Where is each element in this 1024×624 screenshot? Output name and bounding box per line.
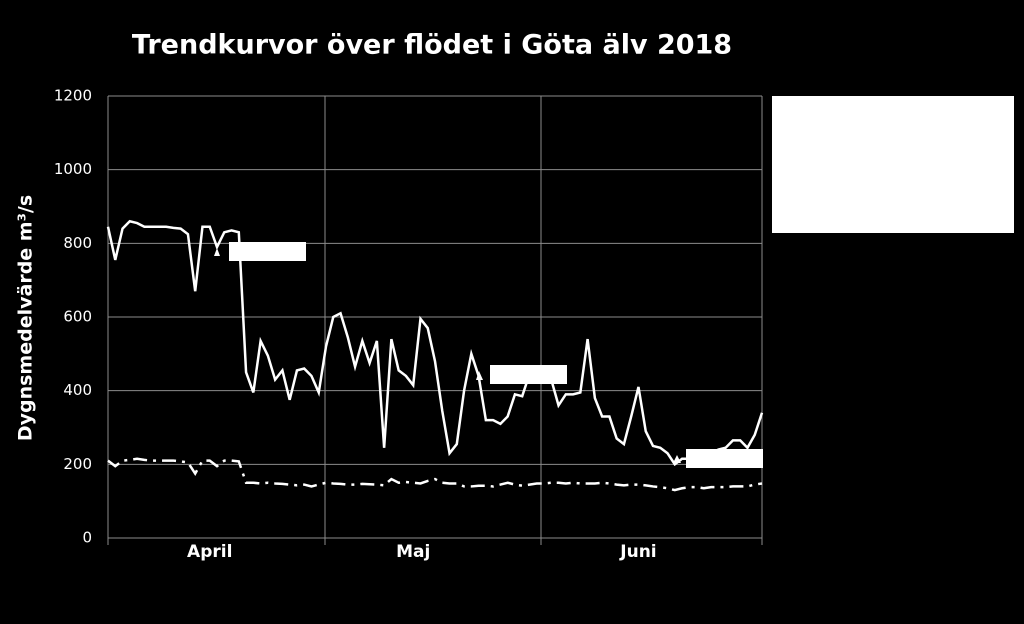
y-tick-label: 600 xyxy=(63,308,92,326)
annotation-box xyxy=(686,449,763,468)
plot-area xyxy=(106,95,764,539)
y-tick-label: 200 xyxy=(63,455,92,473)
y-tick-label: 1000 xyxy=(54,160,92,178)
annotation-box xyxy=(490,365,567,384)
y-tick-label: 1200 xyxy=(54,87,92,105)
y-axis-label: Dygnsmedelvärde m³/s xyxy=(15,195,37,441)
annotation-marker xyxy=(476,371,483,380)
x-tick-label: Maj xyxy=(396,542,430,562)
annotation-marker xyxy=(673,455,681,463)
y-tick-label: 800 xyxy=(63,234,92,252)
legend-box xyxy=(772,96,1014,233)
x-ticks xyxy=(107,538,763,545)
series-line xyxy=(107,457,763,492)
x-tick-label: April xyxy=(187,542,232,562)
x-tick-label: Juni xyxy=(619,542,656,562)
series-line xyxy=(106,219,764,467)
y-tick-label: 400 xyxy=(63,381,92,399)
annotation-box xyxy=(229,242,306,261)
chart-title: Trendkurvor över flödet i Göta älv 2018 xyxy=(132,30,732,61)
y-tick-label: 0 xyxy=(82,529,92,547)
annotation-marker xyxy=(214,248,220,256)
